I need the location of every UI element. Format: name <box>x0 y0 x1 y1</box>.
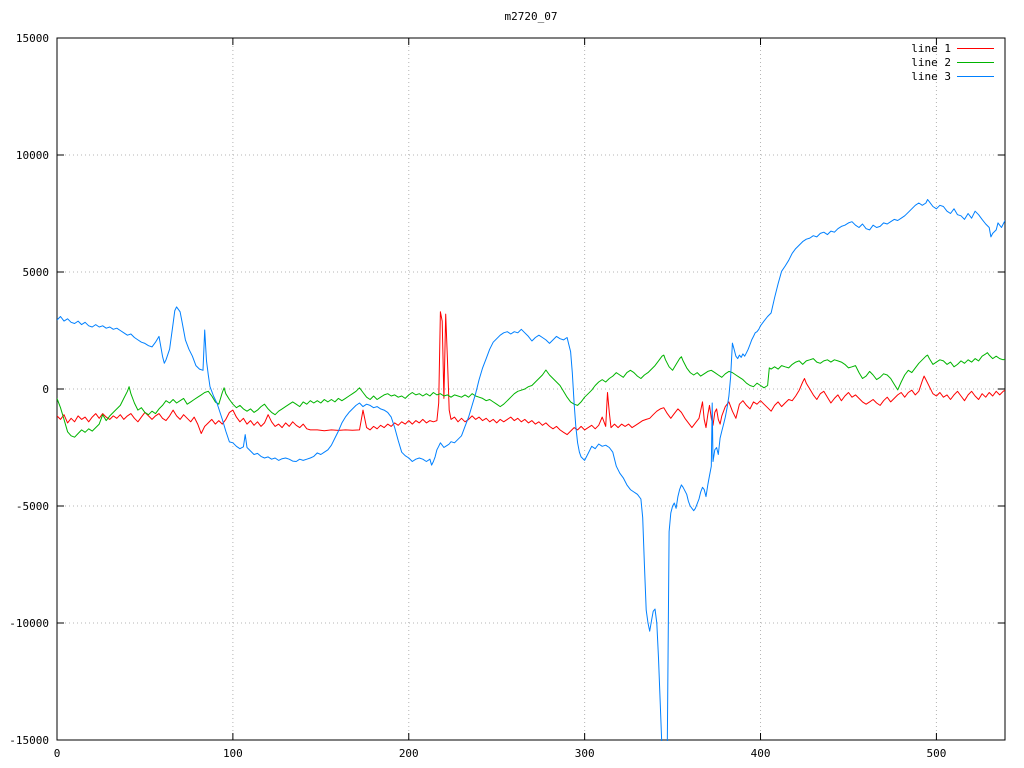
y-tick-label: 10000 <box>16 149 49 162</box>
y-tick-label: -10000 <box>9 617 49 630</box>
y-tick-label: 15000 <box>16 32 49 45</box>
legend-row: line 3 <box>911 69 994 83</box>
y-tick-label: 5000 <box>23 266 50 279</box>
legend-label-line1: line 1 <box>911 41 951 55</box>
legend-row: line 1 <box>911 41 994 55</box>
x-tick-label: 200 <box>399 747 419 760</box>
x-tick-label: 500 <box>926 747 946 760</box>
x-tick-label: 300 <box>575 747 595 760</box>
legend-label-line2: line 2 <box>911 55 951 69</box>
series-2 <box>57 352 1005 438</box>
plot-border <box>56 37 1006 741</box>
x-tick-label: 400 <box>751 747 771 760</box>
legend-label-line3: line 3 <box>911 69 951 83</box>
x-tick-label: 100 <box>223 747 243 760</box>
legend-line-sample-green <box>957 61 994 63</box>
legend: line 1 line 2 line 3 <box>911 41 994 83</box>
y-tick-label: -5000 <box>16 500 49 513</box>
legend-row: line 2 <box>911 55 994 69</box>
series-1 <box>57 311 1005 436</box>
legend-line-sample-blue <box>957 75 994 77</box>
series-3 <box>57 199 1005 741</box>
x-tick-label: 0 <box>54 747 61 760</box>
y-tick-label: 0 <box>42 383 49 396</box>
y-tick-label: -15000 <box>9 734 49 747</box>
chart-title: m2720_07 <box>504 10 558 23</box>
legend-line-sample-red <box>957 47 994 49</box>
